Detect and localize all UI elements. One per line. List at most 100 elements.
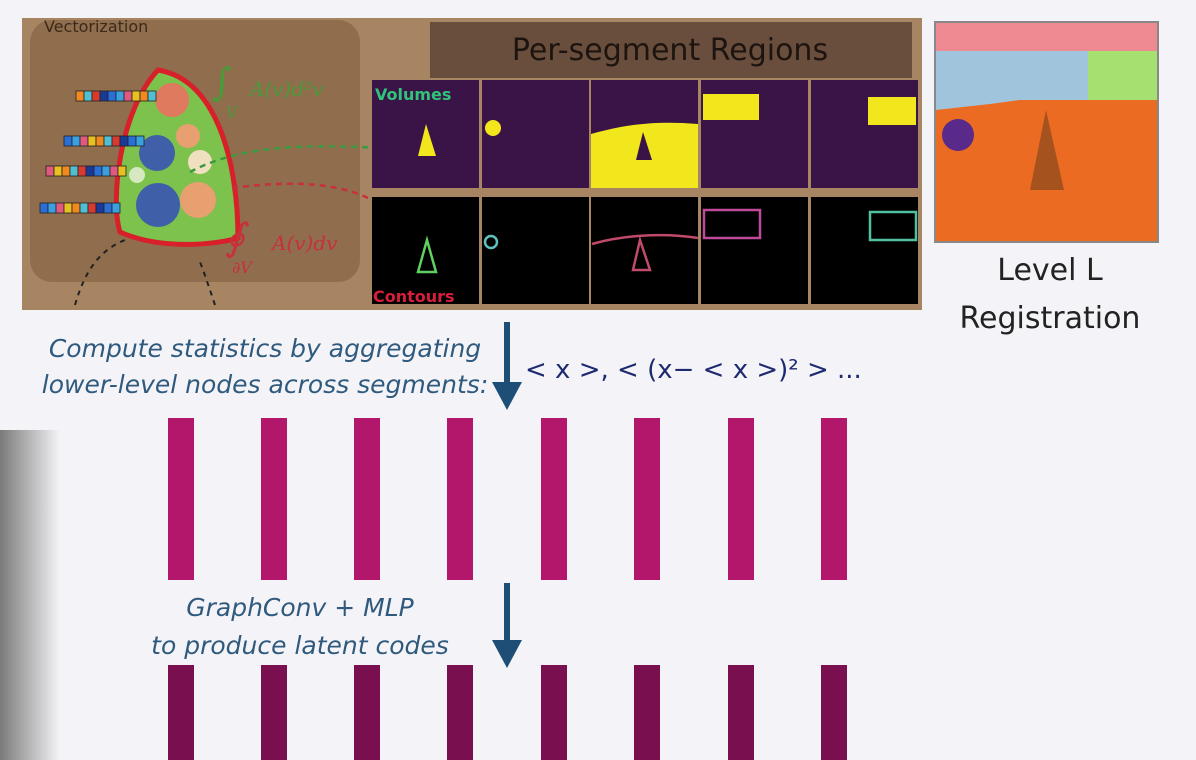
feature-strips xyxy=(39,90,157,214)
statistics-line1: Compute statistics by aggregating xyxy=(49,334,481,363)
region-panels xyxy=(372,80,918,304)
contour-shape xyxy=(868,210,918,242)
volume-shape xyxy=(868,97,916,125)
strip-cell xyxy=(123,90,133,102)
strip-cell xyxy=(127,135,137,147)
input-arrow xyxy=(74,239,126,306)
strip-cell xyxy=(139,90,149,102)
latent-bar xyxy=(634,665,660,760)
latent-bar xyxy=(821,665,847,760)
strip-cell xyxy=(109,165,119,177)
strip-cell xyxy=(131,90,141,102)
regions-title: Per-segment Regions xyxy=(512,33,828,68)
strip-cell xyxy=(111,135,121,147)
registration-line2: Registration xyxy=(960,301,1141,336)
statistics-line2: lower-level nodes across segments: xyxy=(42,370,489,399)
strip-cell xyxy=(115,90,125,102)
strip-cell xyxy=(107,90,117,102)
graphconv-line1: GraphConv + MLP xyxy=(186,593,414,622)
strip-cell xyxy=(91,90,101,102)
node-bar xyxy=(261,418,287,580)
down-arrow xyxy=(492,583,522,668)
volumes-label: Volumes xyxy=(375,85,451,104)
strip-cell xyxy=(117,165,127,177)
strip-cell xyxy=(147,90,157,102)
strip-cell xyxy=(79,135,89,147)
statistics-formula: < x >, < (x− < x >)² > ... xyxy=(525,355,862,385)
contour-shape xyxy=(591,233,699,272)
strip-cell xyxy=(63,202,73,214)
node-bar xyxy=(447,418,473,580)
vectorization-label: Vectorization xyxy=(44,17,148,36)
node-features xyxy=(168,418,847,580)
volume-shape xyxy=(703,94,759,120)
latent-codes xyxy=(168,665,847,760)
contour-shape xyxy=(702,208,762,240)
contour-panel xyxy=(372,197,479,304)
strip-cell xyxy=(47,202,57,214)
node-bar xyxy=(821,418,847,580)
node-bar xyxy=(354,418,380,580)
volume-shape xyxy=(485,120,501,136)
node-bar xyxy=(541,418,567,580)
registration-line1: Level L xyxy=(997,253,1103,288)
latent-bar xyxy=(261,665,287,760)
strip-cell xyxy=(69,165,79,177)
strip-cell xyxy=(39,202,49,214)
latent-bar xyxy=(168,665,194,760)
strip-cell xyxy=(119,135,129,147)
node-bar xyxy=(168,418,194,580)
contour-panel xyxy=(701,197,808,304)
strip-cell xyxy=(45,165,55,177)
volume-integral-symbol: ∫ xyxy=(212,60,232,104)
strip-cell xyxy=(55,202,65,214)
edge-shadow xyxy=(0,430,60,760)
contour-integral-subscript: ∂V xyxy=(232,258,253,277)
strip-cell xyxy=(79,202,89,214)
volume-shape xyxy=(418,124,436,156)
latent-bar xyxy=(728,665,754,760)
regions-header xyxy=(430,22,912,78)
contour-integral-expression: A(v)dv xyxy=(270,231,338,255)
down-arrow xyxy=(492,322,522,410)
strip-cell xyxy=(53,165,63,177)
volume-panel xyxy=(482,80,589,188)
latent-bar xyxy=(447,665,473,760)
strip-cell xyxy=(85,165,95,177)
latent-bar xyxy=(354,665,380,760)
strip-cell xyxy=(77,165,87,177)
strip-cell xyxy=(103,135,113,147)
volume-shape xyxy=(591,122,698,188)
contours-label: Contours xyxy=(373,287,455,306)
volume-integral-subscript: V xyxy=(226,103,239,122)
strip-cell xyxy=(87,135,97,147)
contour-panel xyxy=(811,197,918,304)
contour-shape xyxy=(416,235,438,274)
strip-cell xyxy=(135,135,145,147)
node-circles xyxy=(129,83,216,227)
strip-cell xyxy=(111,202,121,214)
node-bar xyxy=(728,418,754,580)
strip-cell xyxy=(93,165,103,177)
strip-cell xyxy=(99,90,109,102)
strip-cell xyxy=(103,202,113,214)
contour-shape xyxy=(483,234,499,250)
strip-cell xyxy=(83,90,93,102)
contour-panel xyxy=(482,197,589,304)
strip-cell xyxy=(63,135,73,147)
strip-cell xyxy=(87,202,97,214)
strip-cell xyxy=(95,202,105,214)
registration-map xyxy=(934,21,1159,243)
strip-cell xyxy=(75,90,85,102)
volume-integral-expression: A(v)d²v xyxy=(248,77,324,101)
strip-cell xyxy=(71,202,81,214)
graphconv-line2: to produce latent codes xyxy=(151,631,449,660)
node-bar xyxy=(634,418,660,580)
input-arrow xyxy=(199,261,216,306)
latent-bar xyxy=(541,665,567,760)
strip-cell xyxy=(101,165,111,177)
strip-cell xyxy=(61,165,71,177)
strip-cell xyxy=(71,135,81,147)
strip-cell xyxy=(95,135,105,147)
